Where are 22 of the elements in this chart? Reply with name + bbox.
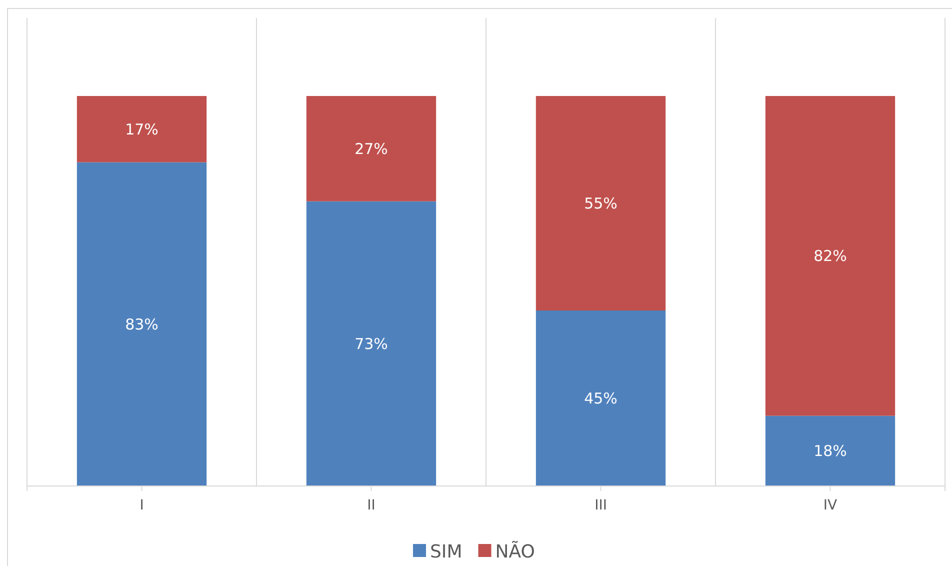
data-label: 83% bbox=[125, 315, 158, 334]
x-tick-label: IV bbox=[823, 497, 838, 514]
data-label: 27% bbox=[354, 140, 388, 158]
data-label: 18% bbox=[814, 442, 847, 460]
x-tick-label: II bbox=[367, 497, 376, 514]
bar bbox=[306, 201, 436, 486]
bar bbox=[306, 96, 436, 202]
legend-label: NÃO bbox=[495, 540, 535, 562]
bar bbox=[76, 162, 207, 486]
legend-label: SIM bbox=[430, 541, 462, 562]
data-label: 45% bbox=[584, 390, 618, 408]
bar bbox=[76, 96, 207, 162]
x-tick-label: III bbox=[594, 497, 607, 514]
data-label: 82% bbox=[814, 247, 847, 266]
bar bbox=[765, 96, 896, 416]
bar bbox=[765, 416, 896, 486]
data-label: 55% bbox=[584, 194, 618, 212]
data-label: 73% bbox=[354, 334, 388, 353]
data-label: 17% bbox=[125, 120, 158, 138]
bar bbox=[536, 310, 666, 486]
bar bbox=[536, 96, 666, 310]
x-tick-label: I bbox=[140, 497, 144, 514]
